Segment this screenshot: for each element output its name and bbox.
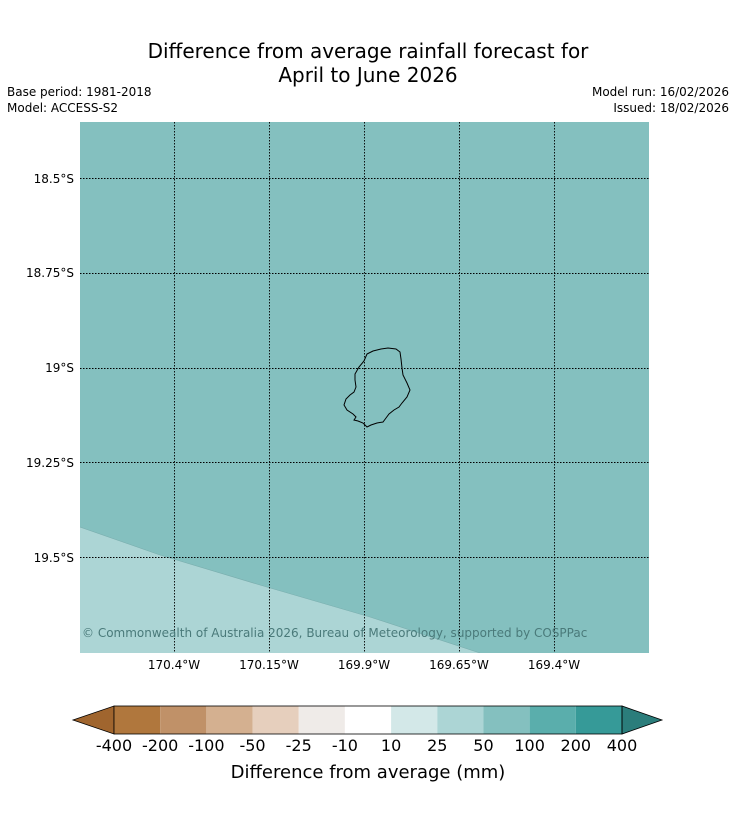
- lat-label: 19.25°S: [26, 456, 74, 470]
- colorbar-label: Difference from average (mm): [230, 762, 506, 783]
- colorbar-outline: [113, 705, 623, 735]
- colorbar-tick-label: -25: [285, 736, 312, 755]
- lon-label: 169.9°W: [337, 658, 391, 672]
- lon-label: 170.4°W: [147, 658, 201, 672]
- colorbar-arrow-high: [621, 705, 664, 735]
- colorbar-segment: [252, 706, 299, 734]
- meta-left: Base period: 1981-2018 Model: ACCESS-S2: [7, 84, 152, 116]
- region-lower-category: [80, 527, 480, 653]
- colorbar-segment: [575, 706, 622, 734]
- colorbar-tick-label: 100: [514, 736, 545, 755]
- colorbar-segment: [529, 706, 576, 734]
- forecast-map: [80, 122, 649, 653]
- lat-label: 19°S: [45, 361, 74, 375]
- colorbar-tick-label: -400: [95, 736, 133, 755]
- colorbar-segment: [114, 706, 161, 734]
- issued-date: Issued: 18/02/2026: [613, 101, 729, 115]
- colorbar-segment: [298, 706, 345, 734]
- colorbar-segment: [206, 706, 253, 734]
- colorbar-tick-label: -100: [188, 736, 225, 755]
- lon-label: 170.15°W: [239, 658, 299, 672]
- colorbar: [71, 705, 664, 735]
- map-title: Difference from average rainfall forecas…: [0, 39, 736, 87]
- colorbar-tick-label: 50: [473, 736, 494, 755]
- category-boundary: [80, 526, 481, 653]
- colorbar-segment: [160, 706, 207, 734]
- colorbar-tick-label: 200: [560, 736, 592, 755]
- meta-right: Model run: 16/02/2026 Issued: 18/02/2026: [592, 84, 729, 116]
- colorbar-segment: [437, 706, 484, 734]
- base-period: Base period: 1981-2018: [7, 85, 152, 99]
- colorbar-tick-label: 10: [380, 736, 402, 755]
- colorbar-tick-label: 25: [427, 736, 448, 755]
- colorbar-segment: [391, 706, 438, 734]
- colorbar-segments: [71, 705, 664, 735]
- copyright-notice: © Commonwealth of Australia 2026, Bureau…: [82, 626, 588, 640]
- colorbar-tick-label: 400: [606, 736, 638, 755]
- lat-label: 18.5°S: [33, 172, 74, 186]
- colorbar-arrow-low: [71, 705, 115, 735]
- model-run: Model run: 16/02/2026: [591, 85, 729, 99]
- model-name: Model: ACCESS-S2: [7, 101, 119, 115]
- niue-island-outline: [343, 347, 411, 428]
- colorbar-tick-label: -10: [331, 736, 358, 755]
- colorbar-segment: [483, 706, 530, 734]
- graticule: [80, 122, 649, 653]
- colorbar-segment: [344, 706, 392, 734]
- colorbar-tick-label: -200: [142, 736, 179, 755]
- title-line-2: April to June 2026: [278, 63, 458, 87]
- lat-label: 19.5°S: [33, 551, 74, 565]
- title-line-1: Difference from average rainfall forecas…: [147, 39, 589, 63]
- lon-label: 169.4°W: [527, 658, 581, 672]
- lat-label: 18.75°S: [26, 266, 74, 280]
- colorbar-tick-label: -50: [239, 736, 266, 755]
- lon-label: 169.65°W: [429, 658, 489, 672]
